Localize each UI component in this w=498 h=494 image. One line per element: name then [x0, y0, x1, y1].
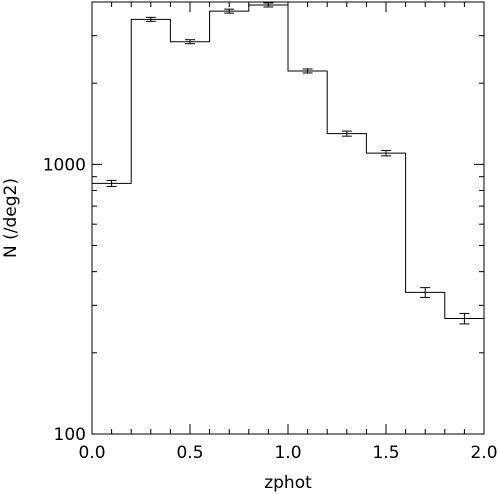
error-bar — [106, 179, 117, 187]
error-bar — [420, 287, 431, 298]
y-tick-labels: 100 1000 — [43, 155, 86, 445]
x-tick-label: 1.0 — [274, 443, 301, 463]
error-bar — [185, 39, 195, 45]
y-tick-label: 1000 — [43, 155, 86, 175]
x-tick-label: 2.0 — [470, 443, 497, 463]
error-bar — [145, 16, 156, 22]
error-bar — [381, 150, 391, 157]
error-bar — [302, 68, 313, 74]
error-bars — [106, 2, 470, 325]
error-bar — [263, 2, 274, 8]
x-axis-label: zphot — [264, 473, 312, 493]
x-tick-label: 0.5 — [176, 443, 203, 463]
x-tick-labels: 0.0 0.5 1.0 1.5 2.0 — [78, 443, 497, 463]
histogram-step-line — [92, 4, 484, 320]
x-tick-label: 1.5 — [372, 443, 399, 463]
error-bar — [341, 130, 352, 137]
error-bar — [459, 312, 470, 325]
error-bar — [224, 8, 235, 14]
plot-frame — [91, 1, 485, 435]
y-axis-label: N (/deg2) — [1, 178, 21, 258]
x-tick-label: 0.0 — [78, 443, 105, 463]
y-tick-label: 100 — [54, 425, 86, 445]
